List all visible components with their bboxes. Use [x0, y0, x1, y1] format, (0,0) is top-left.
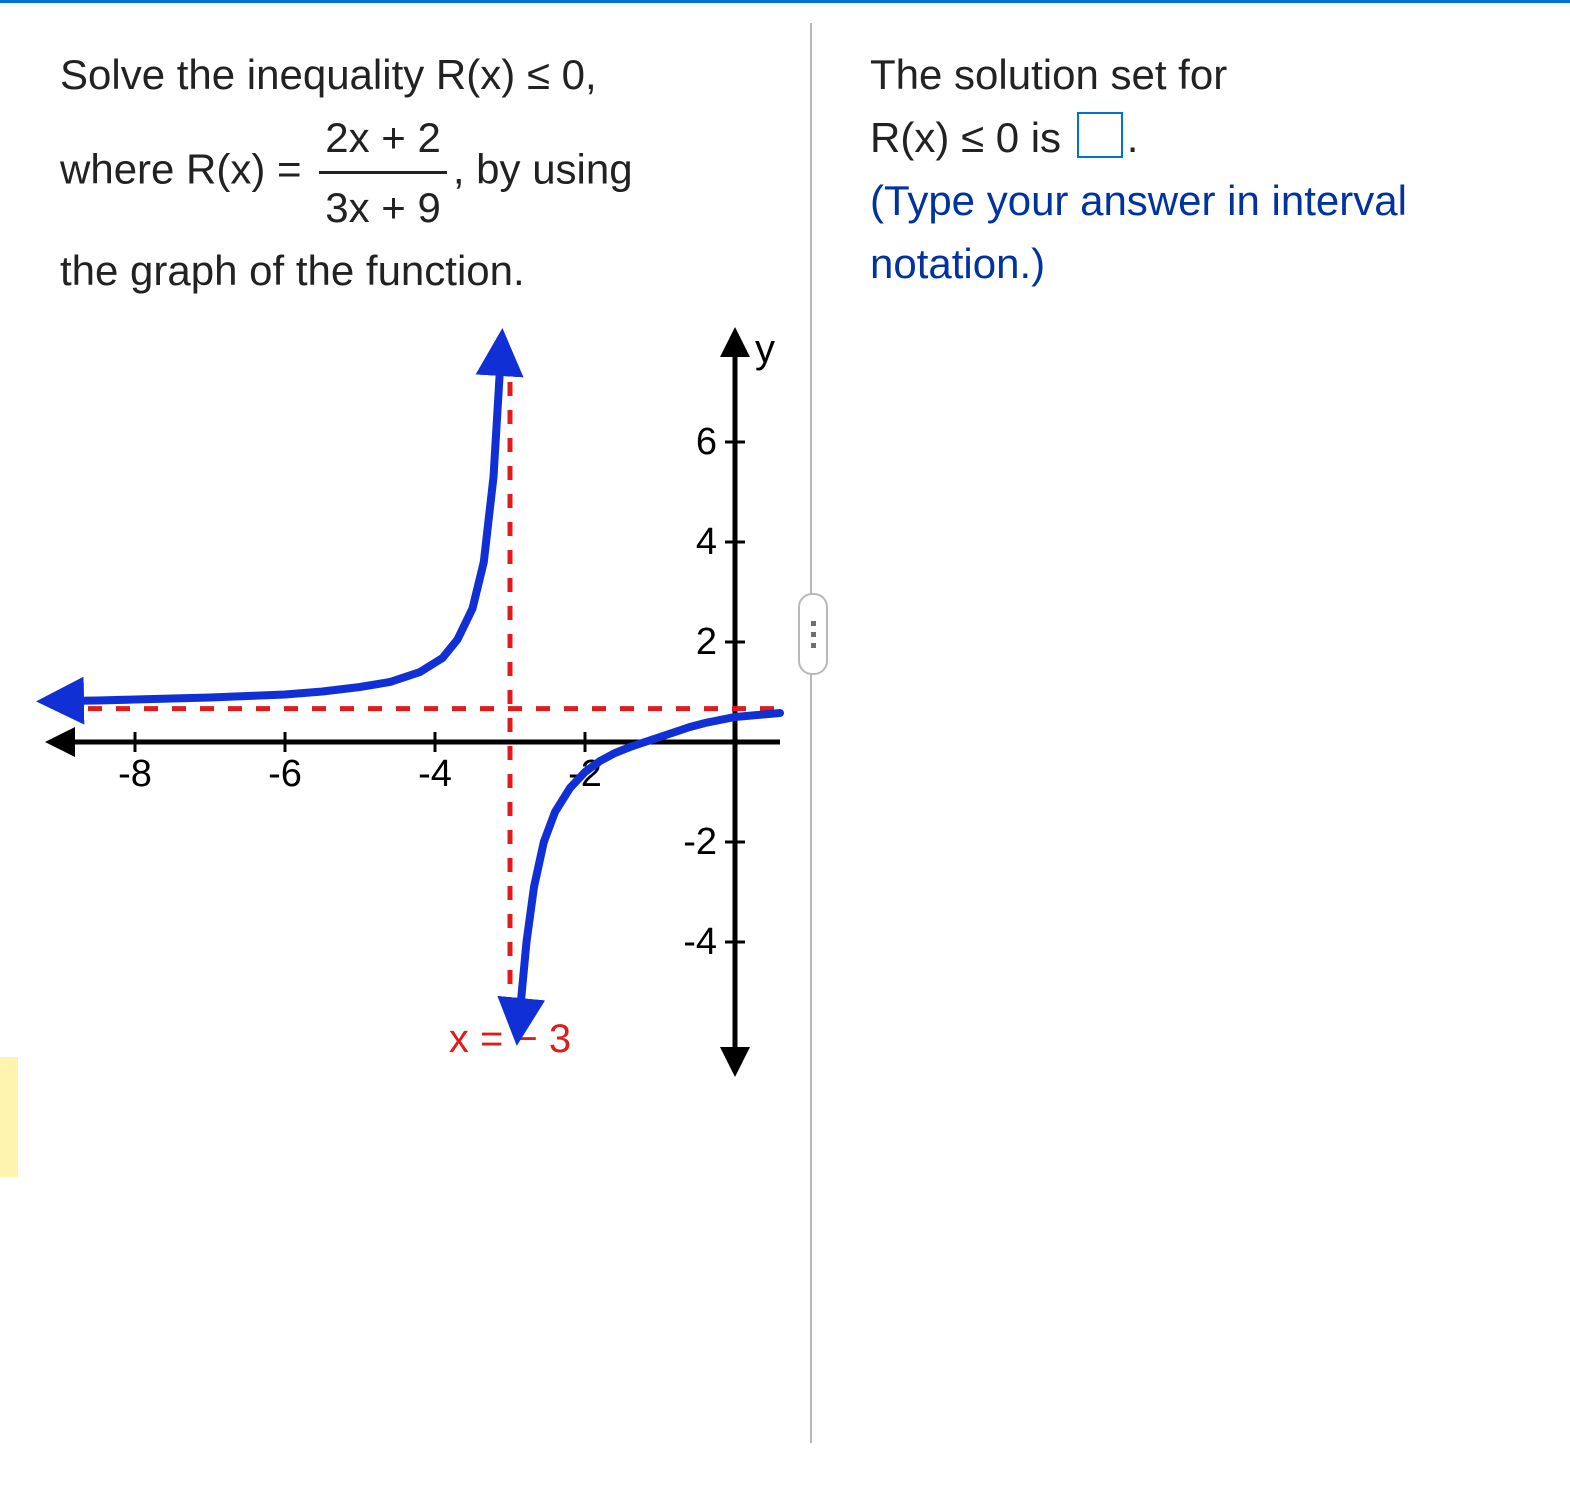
fraction-numerator: 2x + 2 [319, 106, 447, 171]
question-text: Solve the inequality R(x) ≤ 0, where R(x… [60, 43, 780, 302]
svg-text:x = − 3: x = − 3 [449, 1017, 571, 1061]
svg-text:2: 2 [696, 621, 717, 663]
svg-text:-8: -8 [118, 753, 152, 795]
q-inequality: R(x) ≤ 0, [436, 51, 597, 98]
expand-handle[interactable] [798, 593, 828, 675]
page: Solve the inequality R(x) ≤ 0, where R(x… [0, 0, 1570, 1493]
q-line1-prefix: Solve the inequality [60, 51, 436, 98]
svg-text:y: y [755, 327, 775, 371]
svg-text:-2: -2 [683, 821, 717, 863]
graph: y-8-6-4-2642-2-4x = − 3 [60, 342, 780, 1062]
fraction: 2x + 2 3x + 9 [319, 106, 447, 239]
svg-text:-6: -6 [268, 753, 302, 795]
question-column: Solve the inequality R(x) ≤ 0, where R(x… [60, 43, 780, 1062]
q-line2-prefix: where R(x) = [60, 146, 313, 193]
q-line2-suffix: , by using [453, 146, 633, 193]
highlight-tab [0, 1057, 18, 1177]
graph-svg: y-8-6-4-2642-2-4x = − 3 [60, 342, 780, 1062]
svg-text:-4: -4 [683, 921, 717, 963]
answer-line2: R(x) ≤ 0 is . [870, 106, 1510, 169]
answer-input[interactable] [1077, 112, 1123, 158]
answer-line1: The solution set for [870, 43, 1510, 106]
column-divider [810, 23, 812, 1443]
answer-line2-prefix: R(x) ≤ 0 is [870, 114, 1073, 161]
dot-icon [811, 643, 816, 648]
dot-icon [811, 621, 816, 626]
svg-text:6: 6 [696, 421, 717, 463]
svg-text:4: 4 [696, 521, 717, 563]
q-line3: the graph of the function. [60, 247, 525, 294]
answer-column: The solution set for R(x) ≤ 0 is . (Type… [870, 43, 1510, 295]
svg-text:-4: -4 [418, 753, 452, 795]
answer-hint: (Type your answer in interval notation.) [870, 169, 1510, 295]
dot-icon [811, 632, 816, 637]
fraction-denominator: 3x + 9 [319, 171, 447, 239]
answer-line2-suffix: . [1127, 114, 1139, 161]
